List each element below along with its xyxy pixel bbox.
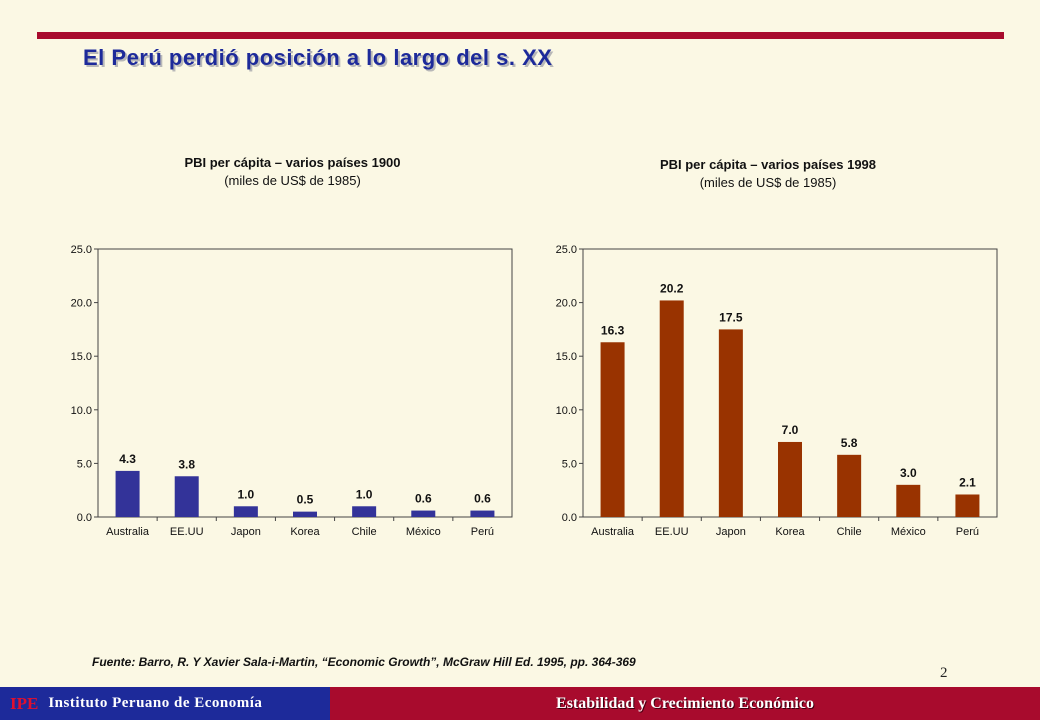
- footer-tagline-bar: Estabilidad y Crecimiento Económico: [330, 687, 1040, 720]
- data-label: 0.6: [474, 492, 491, 506]
- bar-korea: [293, 511, 317, 517]
- y-tick-label: 0.0: [562, 512, 577, 524]
- data-label: 7.0: [782, 423, 799, 437]
- bar-méxico: [896, 484, 921, 517]
- x-tick-label: Perú: [956, 526, 979, 538]
- bar-chile: [837, 454, 862, 517]
- x-tick-label: Japon: [716, 526, 746, 538]
- bar-méxico: [411, 510, 436, 517]
- data-label: 2.1: [959, 475, 976, 489]
- chart-1998: 0.0 5.0 10.0 15.0 20.0 25.0 16.3 Australia 20.2 E…: [556, 244, 998, 538]
- bar-perú: [955, 494, 980, 517]
- chart-1998-header: PBI per cápita – varios países 1998 (mil…: [623, 157, 913, 190]
- data-label: 0.5: [297, 493, 314, 507]
- y-tick-label: 10.0: [71, 405, 92, 417]
- source-note: Fuente: Barro, R. Y Xavier Sala-i-Martin…: [92, 655, 636, 669]
- x-tick-label: Chile: [837, 526, 862, 538]
- bar-korea: [778, 441, 802, 517]
- x-tick-label: Chile: [352, 526, 377, 538]
- data-label: 1.0: [356, 487, 373, 501]
- footer-org-bar: IPE Instituto Peruano de Economía: [0, 687, 330, 720]
- chart-1900-header: PBI per cápita – varios países 1900 (mil…: [150, 155, 435, 188]
- slide-title: El Perú perdió posición a lo largo del s…: [83, 45, 553, 70]
- x-tick-label: Perú: [471, 526, 494, 538]
- data-label: 1.0: [238, 487, 255, 501]
- data-label: 3.8: [178, 457, 195, 471]
- y-tick-label: 15.0: [556, 351, 577, 363]
- x-tick-label: EE.UU: [170, 526, 204, 538]
- chart-1900-subtitle: (miles de US$ de 1985): [224, 173, 361, 188]
- bar-australia: [115, 470, 140, 517]
- x-tick-label: México: [891, 526, 926, 538]
- bar-ee.uu: [659, 300, 684, 517]
- footer-tagline: Estabilidad y Crecimiento Económico: [556, 694, 814, 712]
- bar-japon: [718, 329, 743, 517]
- data-label: 4.3: [119, 452, 136, 466]
- y-tick-label: 10.0: [556, 405, 577, 417]
- data-label: 0.6: [415, 492, 432, 506]
- y-tick-label: 15.0: [71, 351, 92, 363]
- data-label: 3.0: [900, 466, 917, 480]
- plot-frame: [97, 248, 513, 518]
- y-tick-label: 5.0: [562, 458, 577, 470]
- data-label: 5.8: [841, 436, 858, 450]
- bar-chile: [352, 506, 377, 517]
- data-label: 20.2: [660, 281, 684, 295]
- bar-perú: [470, 510, 495, 517]
- x-tick-label: EE.UU: [655, 526, 689, 538]
- bar-australia: [600, 342, 625, 517]
- chart-1900-title: PBI per cápita – varios países 1900: [184, 155, 401, 170]
- footer-org-name: Instituto Peruano de Economía: [48, 695, 263, 711]
- page-number: 2: [940, 665, 948, 681]
- x-tick-label: Korea: [775, 526, 805, 538]
- chart-1998-subtitle: (miles de US$ de 1985): [699, 175, 837, 190]
- y-tick-label: 5.0: [77, 458, 92, 470]
- x-tick-label: México: [406, 526, 441, 538]
- y-tick-label: 25.0: [71, 244, 92, 256]
- chart-1998-title: PBI per cápita – varios países 1998: [659, 157, 877, 172]
- footer-abbr: IPE: [10, 693, 39, 713]
- x-tick-label: Australia: [591, 526, 635, 538]
- top-accent-rule: [37, 32, 1004, 39]
- y-tick-label: 25.0: [556, 244, 577, 256]
- x-tick-label: Australia: [106, 526, 150, 538]
- data-label: 17.5: [719, 310, 743, 324]
- y-tick-label: 20.0: [556, 298, 577, 310]
- bar-ee.uu: [174, 476, 199, 517]
- x-tick-label: Japon: [231, 526, 261, 538]
- data-label: 16.3: [601, 323, 625, 337]
- chart-1900: 0.0 5.0 10.0 15.0 20.0 25.0 4.3 Australia 3.8 EE.…: [71, 244, 513, 538]
- x-tick-label: Korea: [290, 526, 320, 538]
- y-tick-label: 0.0: [77, 512, 92, 524]
- y-tick-label: 20.0: [71, 298, 92, 310]
- bar-japon: [233, 506, 258, 517]
